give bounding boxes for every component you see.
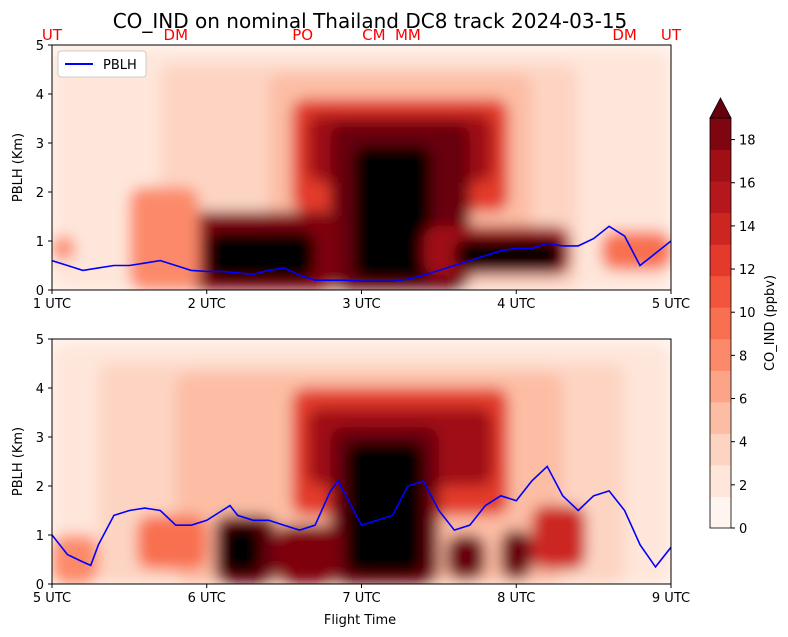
colorbar-segment [710,464,731,497]
y-tick-label: 1 [36,235,44,250]
co-plume [500,530,532,580]
co-plume [222,525,261,575]
location-label: UT [661,26,682,44]
colorbar-segment [710,118,731,151]
pblh-line [52,225,671,283]
colorbar-tick-label: 12 [739,263,756,278]
co-plume [353,145,432,281]
y-tick-label: 3 [36,431,44,446]
co-plume [346,441,424,575]
colorbar-tick-label: 8 [739,349,747,364]
colorbar-segment [710,338,731,371]
y-tick-label: 0 [36,578,44,593]
co-plume [129,187,200,290]
x-tick-label: 9 UTC [652,591,690,606]
x-tick-label: 7 UTC [342,591,380,606]
colorbar-tick-label: 6 [739,393,747,408]
location-label: CM [362,26,385,44]
location-label: DM [612,26,637,44]
y-axis-label: PBLH (Km) [11,133,26,202]
y-tick-label: 1 [36,529,44,544]
x-tick-label: 8 UTC [497,591,535,606]
colorbar-tick-label: 18 [739,134,756,149]
x-tick-label: 2 UTC [188,297,226,312]
co-plume [52,236,76,261]
chart-title: CO_IND on nominal Thailand DC8 track 202… [113,9,628,33]
colorbar-segment [710,370,731,403]
top-panel: 1 UTC 2 UTC 3 UTC 4 UTC 5 UTC 0 1 2 3 4 5 PBLH (Km)… [11,39,690,312]
colorbar-segment [710,307,731,340]
pblh-line [52,465,671,569]
x-tick-label: 3 UTC [342,297,380,312]
x-tick-label: 6 UTC [188,591,226,606]
colorbar-segment [710,433,731,466]
colorbar-label: CO_IND (ppbv) [763,275,778,371]
x-axis-label: Flight Time [324,613,396,628]
location-label: DM [164,26,189,44]
co-plume [206,231,316,281]
colorbar-tick-label: 4 [739,436,747,451]
colorbar-segment [710,149,731,182]
co-plume [446,535,486,580]
x-tick-label: 5 UTC [33,591,71,606]
y-tick-label: 5 [36,333,44,348]
co-plume [276,525,339,584]
co-field [52,45,671,290]
y-tick-label: 4 [36,88,44,103]
y-axis-label: PBLH (Km) [11,427,26,496]
y-tick-label: 2 [36,186,44,201]
co-plume [52,535,99,584]
colorbar-frame [709,117,732,529]
colorbar-extend-arrow [709,97,732,119]
colorbar-segment [710,181,731,214]
y-tick-label: 0 [36,284,44,299]
location-labels: UT DM PO CM MM DM UT [42,26,682,44]
co-field [52,339,671,584]
co-plume [137,515,207,570]
co-plume [531,505,586,570]
x-tick-label: 1 UTC [33,297,71,312]
colorbar-tick-label: 10 [739,306,756,321]
y-tick-label: 3 [36,137,44,152]
y-tick-label: 4 [36,382,44,397]
colorbar-segment [710,401,731,434]
colorbar: 0 2 4 6 8 10 12 14 16 18 CO_IND (ppbv) [709,97,778,537]
colorbar-tick-label: 2 [739,479,747,494]
bottom-panel: 5 UTC 6 UTC 7 UTC 8 UTC 9 UTC 0 1 2 3 4 5 PBLH (Km) [11,333,690,606]
y-tick-label: 2 [36,480,44,495]
colorbar-tick-label: 14 [739,220,756,235]
y-tick-label: 5 [36,39,44,54]
colorbar-tick-label: 0 [739,522,747,537]
colorbar-segment [710,496,731,529]
x-tick-label: 4 UTC [497,297,535,312]
legend: PBLH [57,50,147,78]
location-label: PO [292,26,313,44]
location-label: MM [395,26,421,44]
legend-label: PBLH [103,58,137,73]
colorbar-segment [710,244,731,277]
colorbar-tick-label: 16 [739,177,756,192]
colorbar-segment [710,275,731,308]
location-label: UT [42,26,63,44]
legend-box [57,50,147,78]
x-tick-label: 5 UTC [652,297,690,312]
colorbar-segment [710,212,731,245]
co-plume [601,231,671,271]
